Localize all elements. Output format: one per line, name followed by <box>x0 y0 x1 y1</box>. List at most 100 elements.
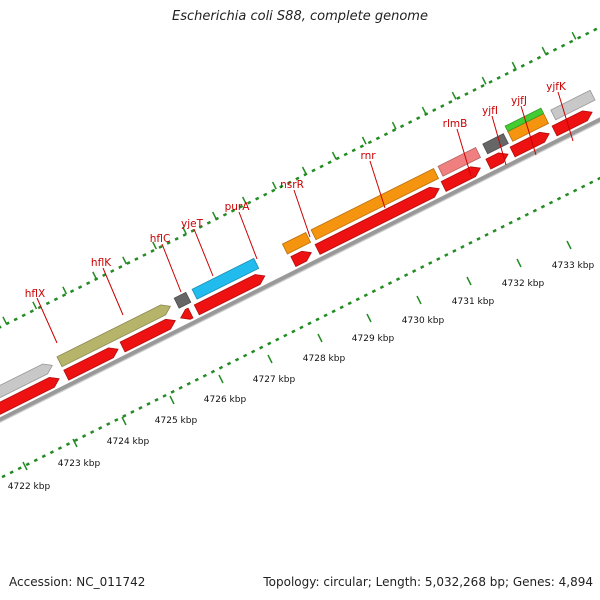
ruler-dot <box>218 365 224 370</box>
ruler-dot <box>524 212 529 217</box>
ruler-dot <box>194 377 199 382</box>
ruler-dot <box>61 293 67 298</box>
ruler-dot <box>122 414 127 418</box>
ruler-dot <box>593 27 598 32</box>
gene-leader-line <box>161 243 182 293</box>
gene-leader-line <box>102 267 124 316</box>
gene-feature <box>437 146 482 177</box>
ruler-dot <box>428 261 433 265</box>
ruler-tick <box>331 151 337 160</box>
ruler-dot <box>412 269 417 273</box>
gene-label-hflc: hflC <box>150 233 171 245</box>
ruler-tick <box>211 211 217 220</box>
ruler-dot <box>255 196 260 201</box>
kbp-label: 4726 kbp <box>204 395 247 405</box>
ruler-dot <box>271 188 276 193</box>
ruler-dot <box>577 35 582 40</box>
ruler-dot <box>106 422 111 426</box>
kbp-tick <box>72 438 78 448</box>
genome-backbone <box>0 117 600 423</box>
ruler-dot <box>307 321 312 326</box>
ruler-dot <box>98 426 103 430</box>
gene-feature <box>281 231 312 255</box>
kbp-label: 4731 kbp <box>452 297 495 307</box>
gene-leader-line <box>193 228 214 277</box>
ruler-dot <box>33 458 38 463</box>
ruler-tick <box>451 91 457 100</box>
ruler-dot <box>424 112 429 117</box>
ruler-dot <box>375 136 381 141</box>
ruler-dot <box>190 228 195 233</box>
ruler-dot <box>65 442 71 447</box>
cds-feature <box>290 250 312 268</box>
gene-feature <box>173 291 192 309</box>
ruler-dot <box>5 321 10 326</box>
ruler-dot <box>379 285 385 290</box>
kbp-label: 4729 kbp <box>352 334 395 344</box>
ruler-dot <box>210 369 216 374</box>
gene-label-yjfi: yjfI <box>482 105 498 117</box>
ruler-dot <box>150 249 155 253</box>
kbp-tick <box>267 354 273 364</box>
ruler-dot <box>528 59 533 64</box>
gene-leader-line <box>520 105 537 156</box>
ruler-tick <box>62 286 68 295</box>
ruler-tick <box>421 106 427 115</box>
ruler-dot <box>142 253 147 257</box>
ruler-dot <box>564 192 570 197</box>
ruler-dot <box>508 220 513 225</box>
ruler-dot <box>476 236 481 241</box>
ruler-dot <box>134 257 139 261</box>
ruler-dot <box>444 253 449 257</box>
gene-label-pura: purA <box>225 201 251 213</box>
ruler-dot <box>166 240 171 245</box>
kbp-label: 4724 kbp <box>107 437 150 447</box>
ruler-dot <box>420 265 425 269</box>
ruler-tick <box>182 226 187 235</box>
ruler-dot <box>234 357 240 362</box>
kbp-label: 4728 kbp <box>303 354 346 364</box>
ruler-dot <box>94 277 99 282</box>
kbp-tick <box>366 313 372 323</box>
ruler-tick <box>152 241 157 250</box>
ruler-dot <box>85 281 91 286</box>
gene-feature <box>550 89 596 121</box>
outer-ruler-ticks <box>2 31 577 325</box>
cds-feature <box>180 307 194 320</box>
ruler-dot <box>41 454 46 459</box>
gene-leader-line <box>238 211 258 260</box>
ruler-dot <box>170 389 175 394</box>
ruler-dot <box>585 31 590 36</box>
ruler-dot <box>291 329 296 334</box>
map-title: Escherichia coli S88, complete genome <box>172 9 428 24</box>
ruler-dot <box>138 406 143 410</box>
ruler-dot <box>21 313 26 318</box>
ruler-dot <box>351 148 356 153</box>
ruler-dot <box>315 317 320 322</box>
ruler-dot <box>572 188 578 193</box>
ruler-dot <box>69 289 75 294</box>
ruler-dot <box>299 325 304 330</box>
ruler-dot <box>57 446 63 451</box>
ruler-dot <box>492 228 497 233</box>
ruler-dot <box>355 297 360 302</box>
gene-label-layer: hflX hflK hflC yjeT purA nsrR rnr rlmB yjfI yjfJ y… <box>25 81 574 344</box>
ruler-dot <box>339 305 344 310</box>
ruler-dot <box>73 438 79 443</box>
ruler-dot <box>383 132 389 137</box>
ruler-dot <box>516 216 521 221</box>
gene-label-nsrr: nsrR <box>280 179 304 191</box>
gene-label-hflx: hflX <box>25 288 45 300</box>
ruler-dot <box>81 434 87 438</box>
ruler-dot <box>242 353 248 358</box>
ruler-dot <box>460 245 465 249</box>
ruler-dot <box>126 261 131 265</box>
gene-label-yjfj: yjfJ <box>511 95 527 107</box>
ruler-dot <box>110 269 115 273</box>
ruler-dot <box>251 349 256 354</box>
ruler-dot <box>371 289 377 294</box>
ruler-tick <box>2 316 8 325</box>
kbp-label: 4732 kbp <box>502 279 545 289</box>
